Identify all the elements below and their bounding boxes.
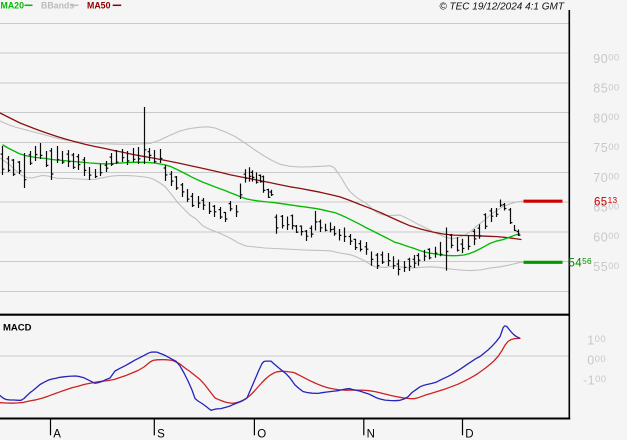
svg-text:6513: 6513	[594, 195, 618, 208]
svg-text:8500: 8500	[593, 82, 619, 96]
svg-text:O: O	[257, 428, 266, 440]
svg-text:6000: 6000	[593, 231, 619, 245]
svg-text:N: N	[367, 428, 375, 440]
svg-text:BBands: BBands	[41, 1, 74, 11]
svg-text:7000: 7000	[593, 171, 619, 185]
svg-text:000: 000	[587, 354, 606, 368]
svg-text:MA20: MA20	[1, 1, 25, 11]
svg-text:S: S	[157, 428, 165, 440]
svg-text:7500: 7500	[593, 141, 619, 155]
svg-text:6500: 6500	[593, 201, 619, 215]
svg-text:-100: -100	[583, 374, 607, 388]
svg-text:8000: 8000	[593, 111, 619, 125]
svg-text:MA50: MA50	[87, 1, 111, 11]
svg-text:D: D	[465, 428, 473, 440]
svg-text:100: 100	[587, 334, 606, 348]
svg-text:A: A	[53, 428, 61, 440]
svg-text:5456: 5456	[569, 256, 593, 269]
svg-text:5500: 5500	[593, 260, 619, 274]
svg-text:9000: 9000	[593, 52, 619, 66]
svg-text:MACD: MACD	[3, 323, 32, 334]
svg-text:© TEC 19/12/2024 4:1 GMT: © TEC 19/12/2024 4:1 GMT	[439, 1, 565, 12]
